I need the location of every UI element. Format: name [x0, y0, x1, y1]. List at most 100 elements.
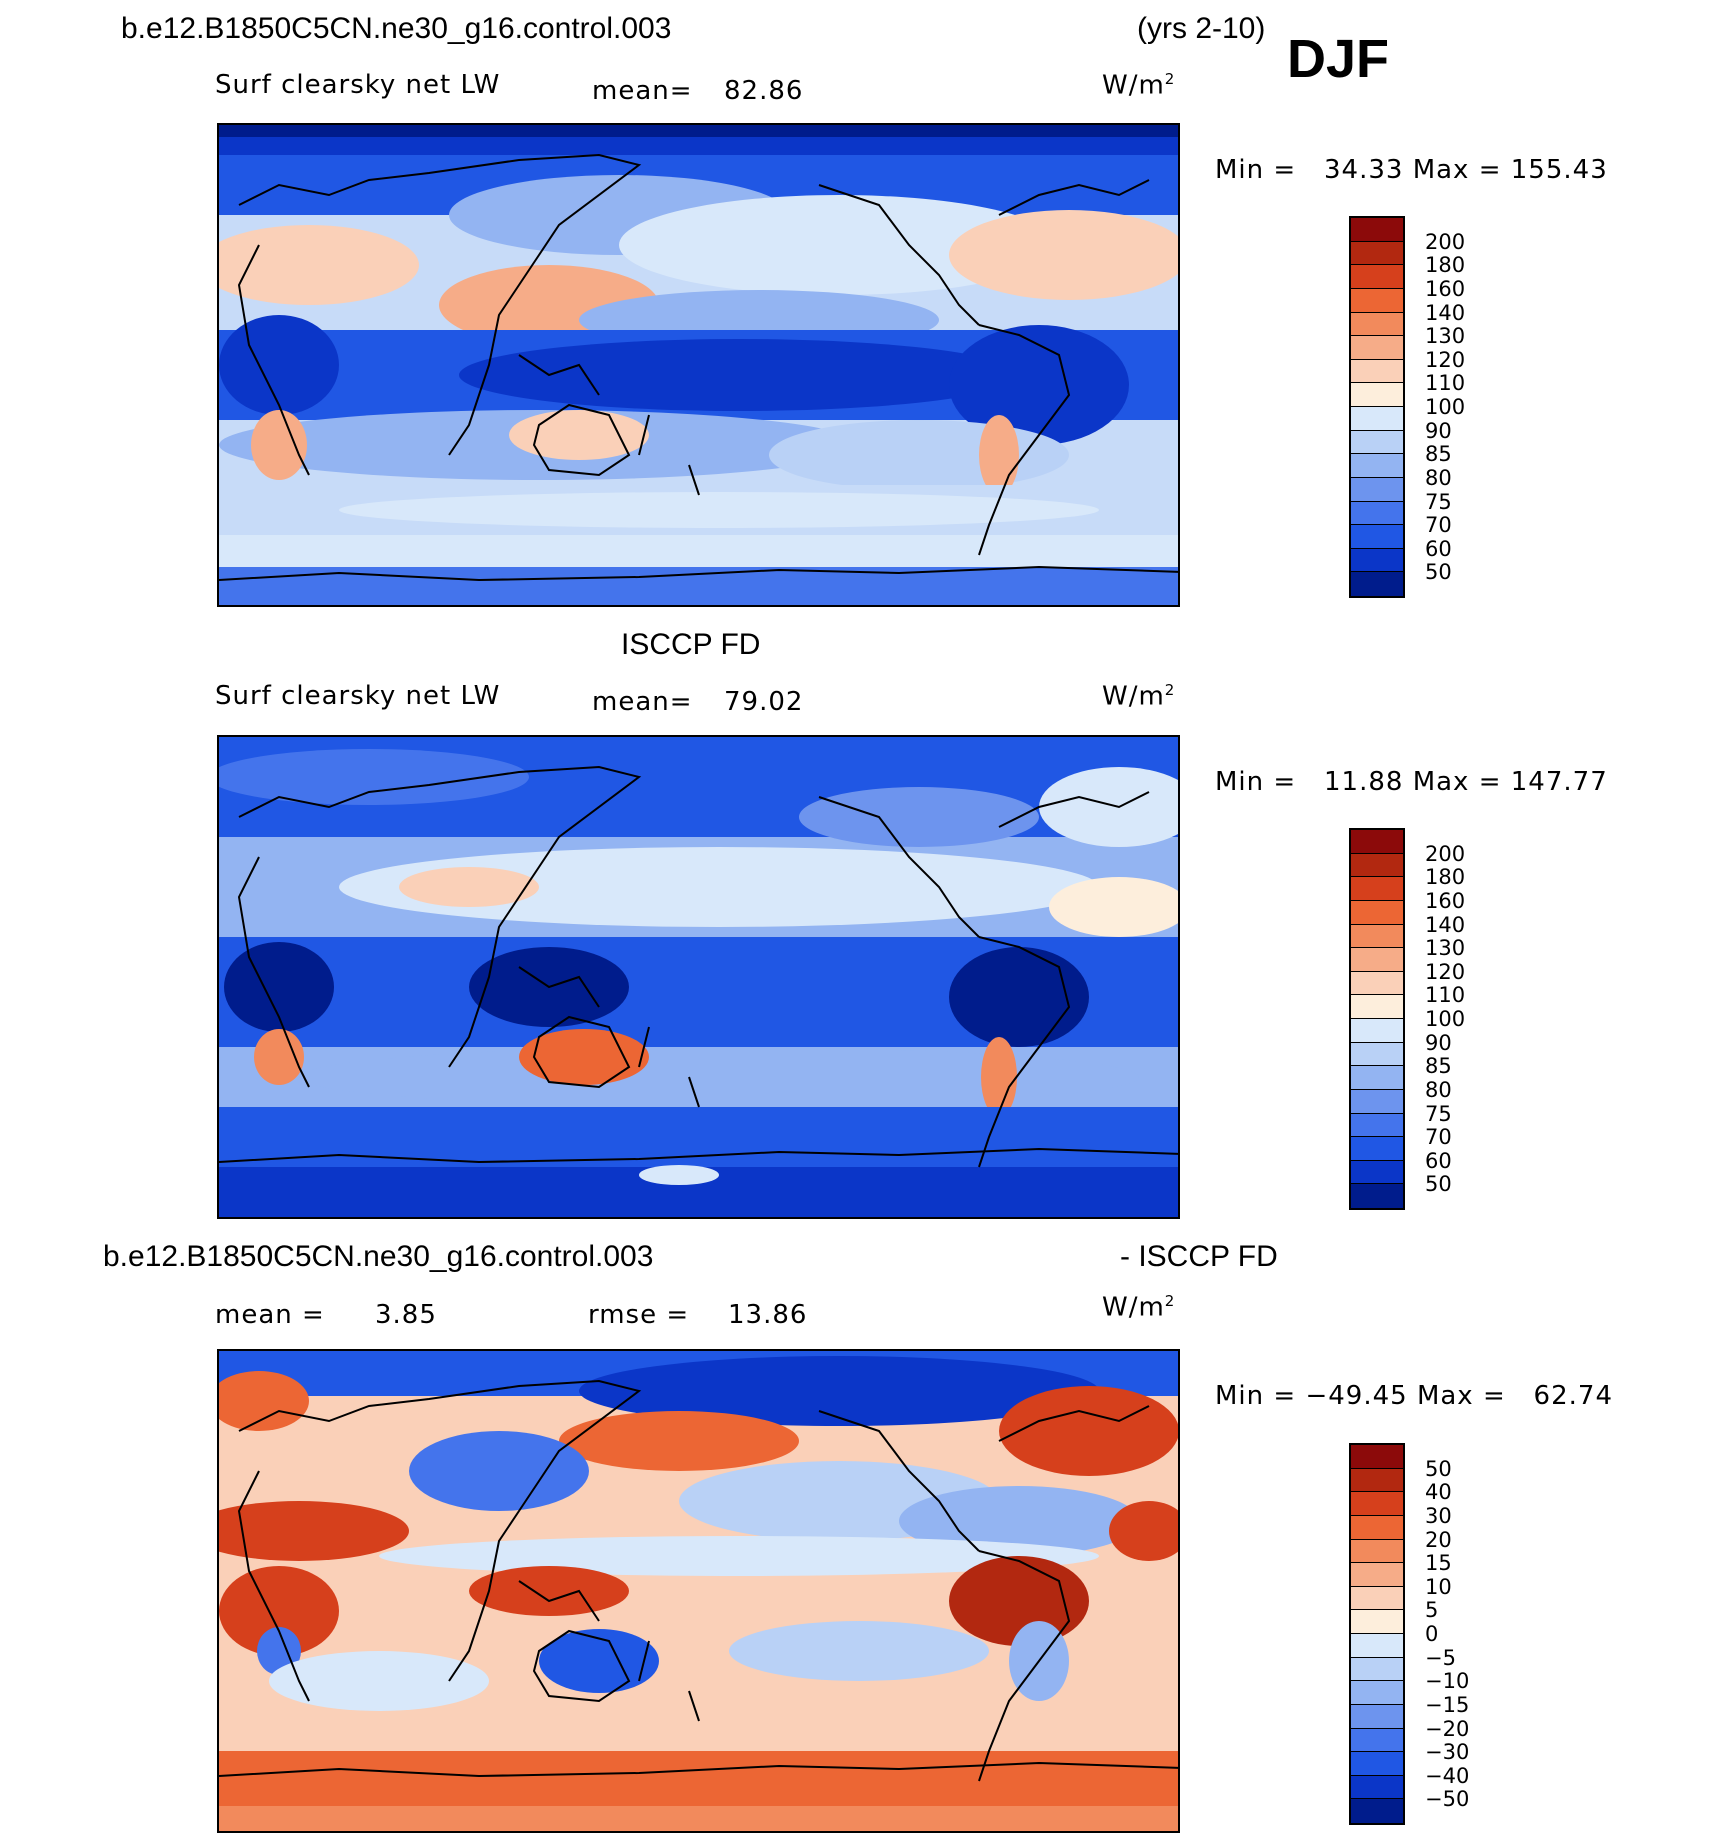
colorbar-tick-label: 200 [1425, 229, 1466, 254]
panel1-mean-value: 82.86 [724, 76, 804, 106]
panel1-units: W/m2 [1102, 70, 1176, 101]
colorbar-tick-label: 80 [1425, 1077, 1452, 1102]
colorbar-swatch [1351, 1704, 1403, 1729]
panel1-map [217, 123, 1180, 607]
panel1-min-max: Min = 34.33 Max = 155.43 [1215, 155, 1608, 185]
colorbar-tick-label: 120 [1425, 347, 1466, 372]
colorbar-tick-label: 60 [1425, 536, 1452, 561]
panel1-variable: Surf clearsky net LW [215, 70, 501, 100]
colorbar-tick-label: 160 [1425, 888, 1466, 913]
colorbar-swatch [1351, 241, 1403, 266]
colorbar-swatch [1351, 1610, 1403, 1634]
colorbar-tick-label: 0 [1425, 1622, 1439, 1646]
colorbar-tick-label: 80 [1425, 465, 1452, 490]
colorbar-tick-label: 180 [1425, 865, 1466, 890]
colorbar-swatch [1351, 312, 1403, 337]
panel3-min-max: Min = −49.45 Max = 62.74 [1215, 1381, 1613, 1411]
colorbar-swatch [1351, 1019, 1403, 1043]
colorbar-tick-label: 130 [1425, 936, 1466, 961]
colorbar-tick-label: 130 [1425, 324, 1466, 349]
colorbar-swatch [1351, 1468, 1403, 1493]
colorbar-swatch [1351, 948, 1403, 972]
colorbar-swatch [1351, 525, 1403, 549]
colorbar-tick-label: 50 [1425, 1172, 1452, 1197]
colorbar-swatch [1351, 924, 1403, 949]
panel3-map [217, 1349, 1180, 1833]
colorbar-swatch [1351, 501, 1403, 526]
colorbar-tick-label: 75 [1425, 1101, 1452, 1126]
colorbar-swatch [1351, 383, 1403, 407]
colorbar-swatch [1351, 1515, 1403, 1540]
colorbar-swatch [1351, 1042, 1403, 1067]
colorbar-tick-label: 100 [1425, 395, 1466, 419]
panel2-variable: Surf clearsky net LW [215, 681, 501, 711]
colorbar-swatch [1351, 1089, 1403, 1114]
panel2-mean-label: mean= [592, 687, 693, 717]
colorbar-swatch [1351, 1184, 1403, 1208]
colorbar-tick-label: 10 [1425, 1574, 1452, 1599]
colorbar-tick-label: 75 [1425, 489, 1452, 514]
colorbar-tick-label: 140 [1425, 300, 1466, 325]
years-label: (yrs 2-10) [1137, 12, 1266, 45]
colorbar-tick-label: 120 [1425, 959, 1466, 984]
colorbar-tick-label: 110 [1425, 983, 1466, 1008]
colorbar-swatch [1351, 265, 1403, 289]
panel2-min-max: Min = 11.88 Max = 147.77 [1215, 767, 1608, 797]
colorbar-swatch [1351, 430, 1403, 455]
panel3-mean-label: mean = [215, 1300, 325, 1330]
colorbar-swatch [1351, 407, 1403, 431]
colorbar-swatch [1351, 336, 1403, 360]
colorbar-swatch [1351, 218, 1403, 242]
colorbar-swatch [1351, 1563, 1403, 1587]
panel2-map [217, 735, 1180, 1219]
colorbar-swatch [1351, 830, 1403, 854]
colorbar-tick-label: 85 [1425, 1054, 1452, 1079]
colorbar-tick-label: 140 [1425, 912, 1466, 937]
colorbar-swatch [1351, 1752, 1403, 1776]
panel2-colorbar [1349, 828, 1405, 1210]
colorbar-swatch [1351, 1681, 1403, 1705]
colorbar-swatch [1351, 1160, 1403, 1185]
colorbar-tick-label: −5 [1425, 1645, 1456, 1670]
panel1-colorbar [1349, 216, 1405, 598]
colorbar-swatch [1351, 548, 1403, 573]
colorbar-tick-label: 50 [1425, 1456, 1452, 1481]
colorbar-tick-label: 5 [1425, 1598, 1439, 1623]
colorbar-tick-label: 70 [1425, 1125, 1452, 1150]
panel1-mean-label: mean= [592, 76, 693, 106]
colorbar-tick-label: −50 [1425, 1787, 1470, 1812]
colorbar-tick-label: 100 [1425, 1007, 1466, 1031]
panel2-units: W/m2 [1102, 681, 1176, 712]
colorbar-tick-label: 60 [1425, 1148, 1452, 1173]
colorbar-tick-label: 90 [1425, 1030, 1452, 1055]
panel3-colorbar [1349, 1443, 1405, 1825]
colorbar-tick-label: 70 [1425, 513, 1452, 538]
colorbar-swatch [1351, 1586, 1403, 1611]
colorbar-swatch [1351, 1066, 1403, 1090]
colorbar-swatch [1351, 853, 1403, 878]
panel3-rmse-label: rmse = [588, 1300, 690, 1330]
colorbar-swatch [1351, 900, 1403, 925]
panel3-heading-right: - ISCCP FD [1120, 1240, 1278, 1273]
panel3-heading-left: b.e12.B1850C5CN.ne30_g16.control.003 [103, 1240, 654, 1273]
colorbar-tick-label: 200 [1425, 841, 1466, 866]
panel3-units: W/m2 [1102, 1292, 1176, 1323]
colorbar-tick-label: −10 [1425, 1669, 1470, 1694]
colorbar-swatch [1351, 1728, 1403, 1753]
colorbar-swatch [1351, 1634, 1403, 1658]
colorbar-swatch [1351, 1492, 1403, 1516]
colorbar-swatch [1351, 1799, 1403, 1823]
panel2-heading: ISCCP FD [621, 628, 761, 661]
colorbar-tick-label: 90 [1425, 418, 1452, 443]
colorbar-swatch [1351, 877, 1403, 901]
colorbar-swatch [1351, 1137, 1403, 1161]
colorbar-swatch [1351, 359, 1403, 384]
colorbar-tick-label: 180 [1425, 253, 1466, 278]
colorbar-tick-label: −20 [1425, 1716, 1470, 1741]
colorbar-tick-label: 160 [1425, 276, 1466, 301]
colorbar-tick-label: 110 [1425, 371, 1466, 396]
colorbar-tick-label: −30 [1425, 1740, 1470, 1765]
colorbar-tick-label: 15 [1425, 1551, 1452, 1576]
colorbar-tick-label: 40 [1425, 1480, 1452, 1505]
colorbar-swatch [1351, 454, 1403, 478]
